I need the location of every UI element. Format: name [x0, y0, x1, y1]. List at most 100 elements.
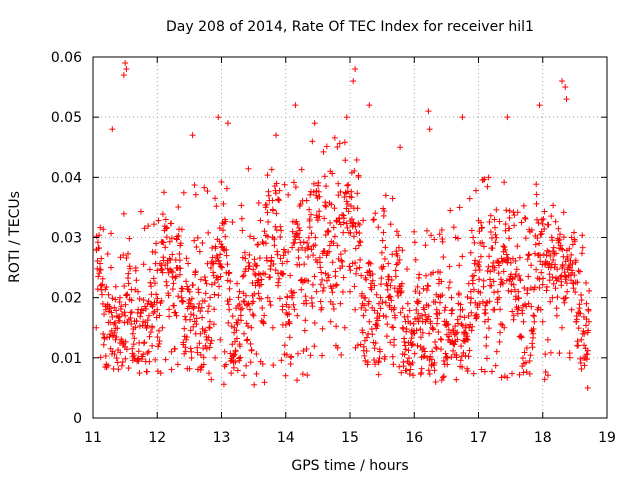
data-point	[337, 300, 344, 307]
data-point	[530, 330, 537, 337]
data-point	[276, 275, 283, 282]
data-point	[190, 312, 197, 319]
data-point	[511, 212, 518, 219]
data-point	[357, 256, 364, 263]
data-point	[546, 277, 553, 284]
data-point	[380, 312, 387, 319]
data-point	[457, 313, 464, 320]
data-point	[155, 217, 162, 224]
data-point	[448, 294, 455, 301]
data-point	[140, 297, 147, 304]
data-point	[157, 266, 164, 273]
data-point	[466, 347, 473, 354]
data-point	[354, 342, 361, 349]
data-point	[247, 233, 254, 240]
data-point	[344, 224, 351, 231]
data-point	[199, 314, 206, 321]
data-point	[457, 357, 464, 364]
data-point	[440, 373, 447, 380]
data-point	[331, 134, 338, 141]
data-point	[414, 342, 421, 349]
y-tick-label: 0.04	[51, 170, 82, 186]
data-point	[404, 266, 411, 273]
data-point	[205, 370, 212, 377]
data-point	[142, 305, 149, 312]
data-point	[122, 312, 129, 319]
data-point	[229, 313, 236, 320]
data-point	[277, 255, 284, 262]
data-point	[273, 210, 280, 217]
data-point	[368, 326, 375, 333]
data-point	[389, 251, 396, 258]
data-points	[93, 60, 593, 391]
data-point	[240, 330, 247, 337]
data-point	[330, 224, 337, 231]
data-point	[457, 301, 464, 308]
data-point	[187, 300, 194, 307]
data-point	[186, 296, 193, 303]
data-point	[133, 277, 140, 284]
data-point	[527, 285, 534, 292]
data-point	[486, 218, 493, 225]
data-point	[256, 255, 263, 262]
data-point	[532, 241, 539, 248]
data-point	[579, 232, 586, 239]
data-point	[237, 354, 244, 361]
data-point	[364, 359, 371, 366]
data-point	[571, 238, 578, 245]
data-point	[162, 356, 169, 363]
data-point	[538, 216, 545, 223]
data-point	[325, 274, 332, 281]
data-point	[393, 261, 400, 268]
data-point	[236, 301, 243, 308]
data-point	[288, 353, 295, 360]
data-point	[153, 240, 160, 247]
data-point	[422, 242, 429, 249]
data-point	[197, 308, 204, 315]
data-point	[360, 343, 367, 350]
data-point	[474, 304, 481, 311]
data-point	[201, 274, 208, 281]
data-point	[352, 223, 359, 230]
data-point	[387, 282, 394, 289]
data-point	[506, 225, 513, 232]
data-point	[195, 289, 202, 296]
data-point	[185, 260, 192, 267]
data-point	[131, 335, 138, 342]
data-point	[403, 325, 410, 332]
data-point	[286, 334, 293, 341]
data-point	[425, 283, 432, 290]
data-point	[315, 179, 322, 186]
x-tick-label: 16	[405, 430, 423, 446]
data-point	[390, 361, 397, 368]
data-point	[251, 381, 258, 388]
data-point	[255, 277, 262, 284]
data-point	[144, 349, 151, 356]
data-point	[279, 306, 286, 313]
data-point	[211, 291, 218, 298]
data-point	[562, 294, 569, 301]
data-point	[361, 337, 368, 344]
data-point	[424, 282, 431, 289]
data-point	[360, 217, 367, 224]
data-point	[468, 295, 475, 302]
data-point	[534, 306, 541, 313]
data-point	[232, 338, 239, 345]
data-point	[270, 362, 277, 369]
data-point	[113, 334, 120, 341]
data-point	[578, 297, 585, 304]
data-point	[333, 281, 340, 288]
data-point	[566, 264, 573, 271]
data-point	[239, 273, 246, 280]
data-point	[96, 232, 103, 239]
data-point	[539, 318, 546, 325]
data-point	[571, 272, 578, 279]
data-point	[484, 267, 491, 274]
data-point	[558, 272, 565, 279]
data-point	[249, 279, 256, 286]
data-point	[425, 108, 432, 115]
data-point	[262, 204, 269, 211]
data-point	[246, 263, 253, 270]
data-point	[114, 359, 121, 366]
data-point	[405, 355, 412, 362]
